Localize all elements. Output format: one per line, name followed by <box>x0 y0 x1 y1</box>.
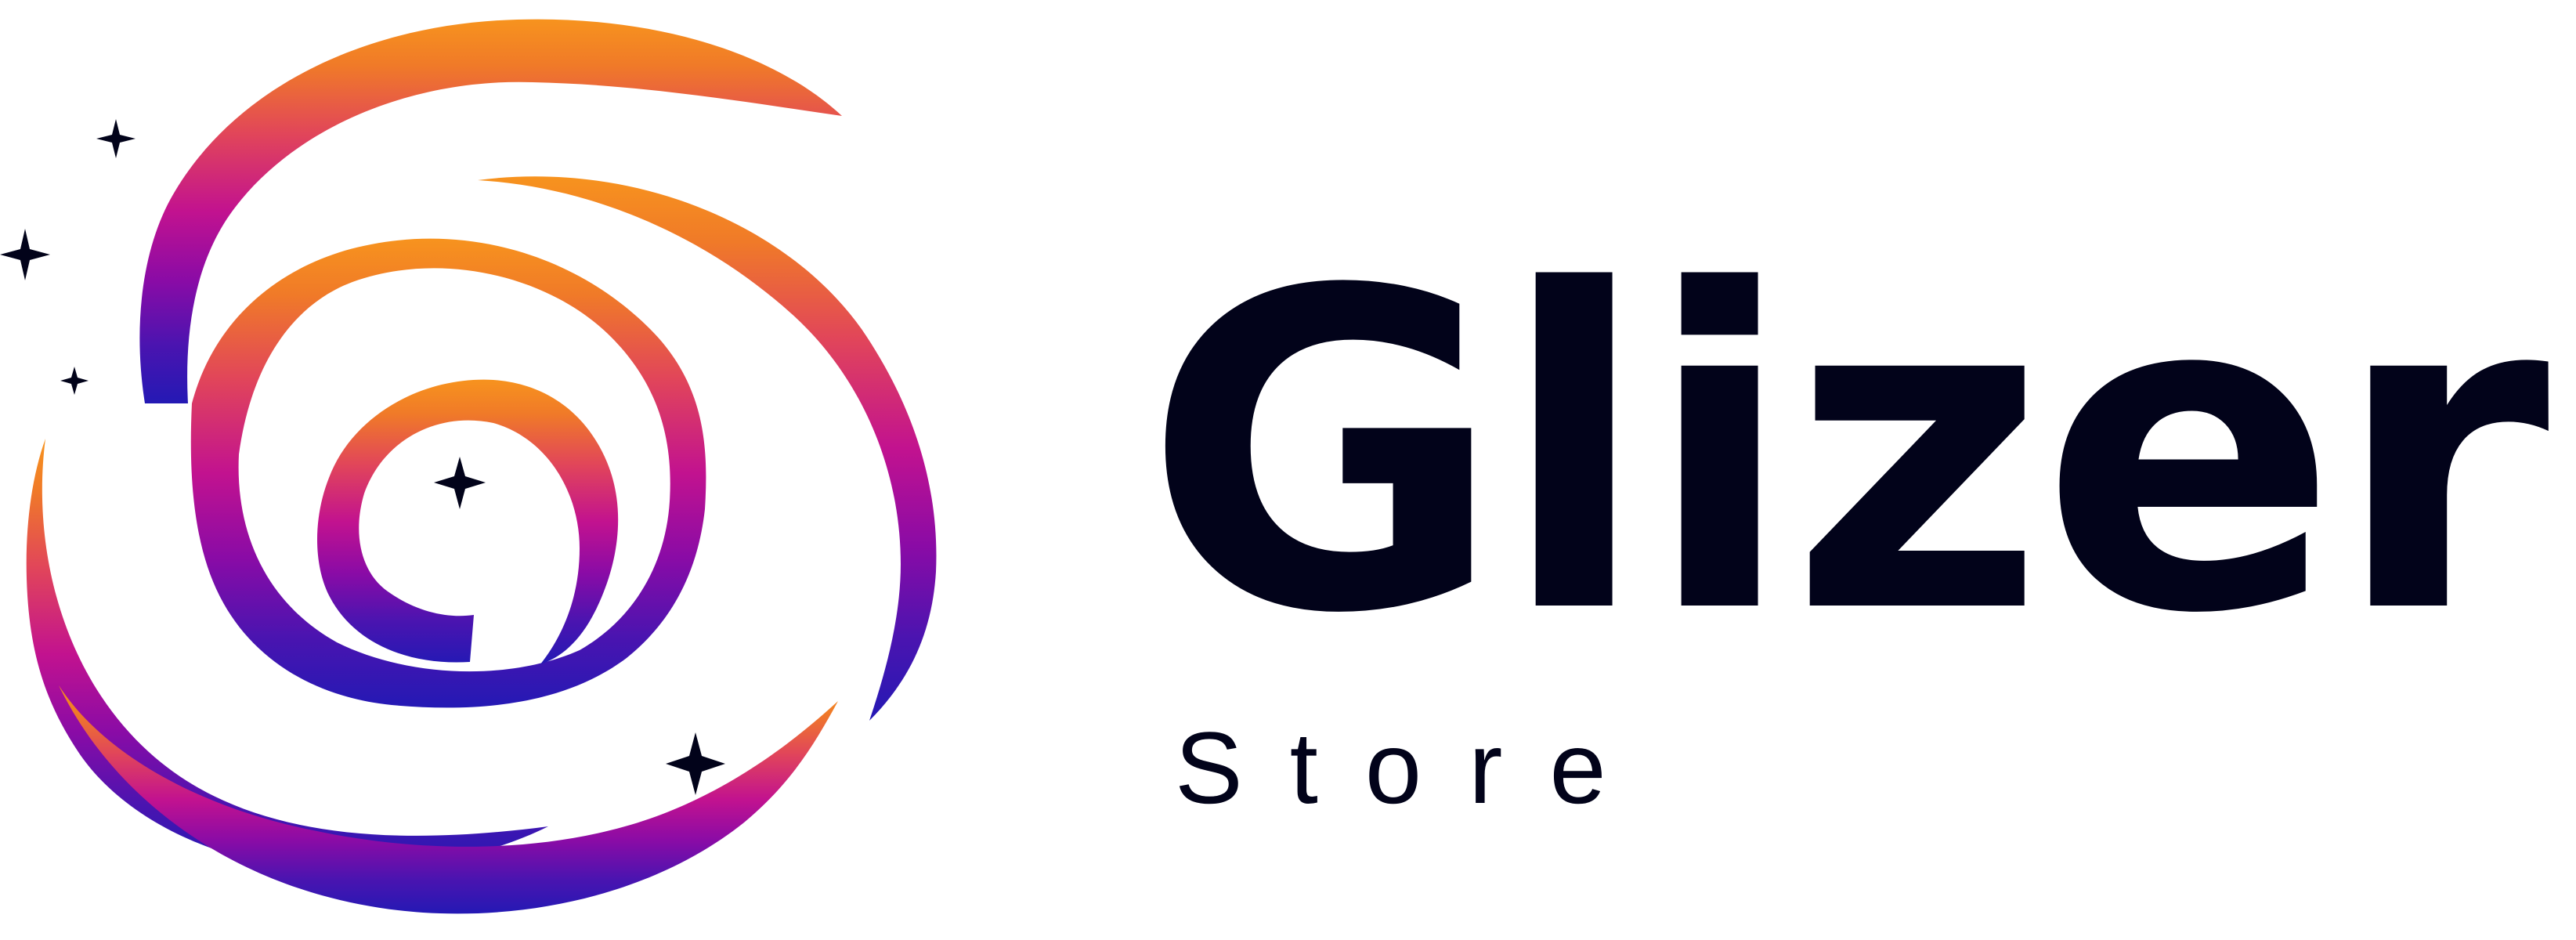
star-icon <box>666 732 725 795</box>
star-icon <box>0 229 50 280</box>
star-icon <box>434 457 486 509</box>
star-icon <box>60 367 89 395</box>
star-icon <box>96 119 135 158</box>
brand-name: Glizer <box>1143 199 2549 710</box>
brand-subtitle: Store <box>1175 710 1653 825</box>
galaxy-spiral-icon <box>0 19 937 914</box>
